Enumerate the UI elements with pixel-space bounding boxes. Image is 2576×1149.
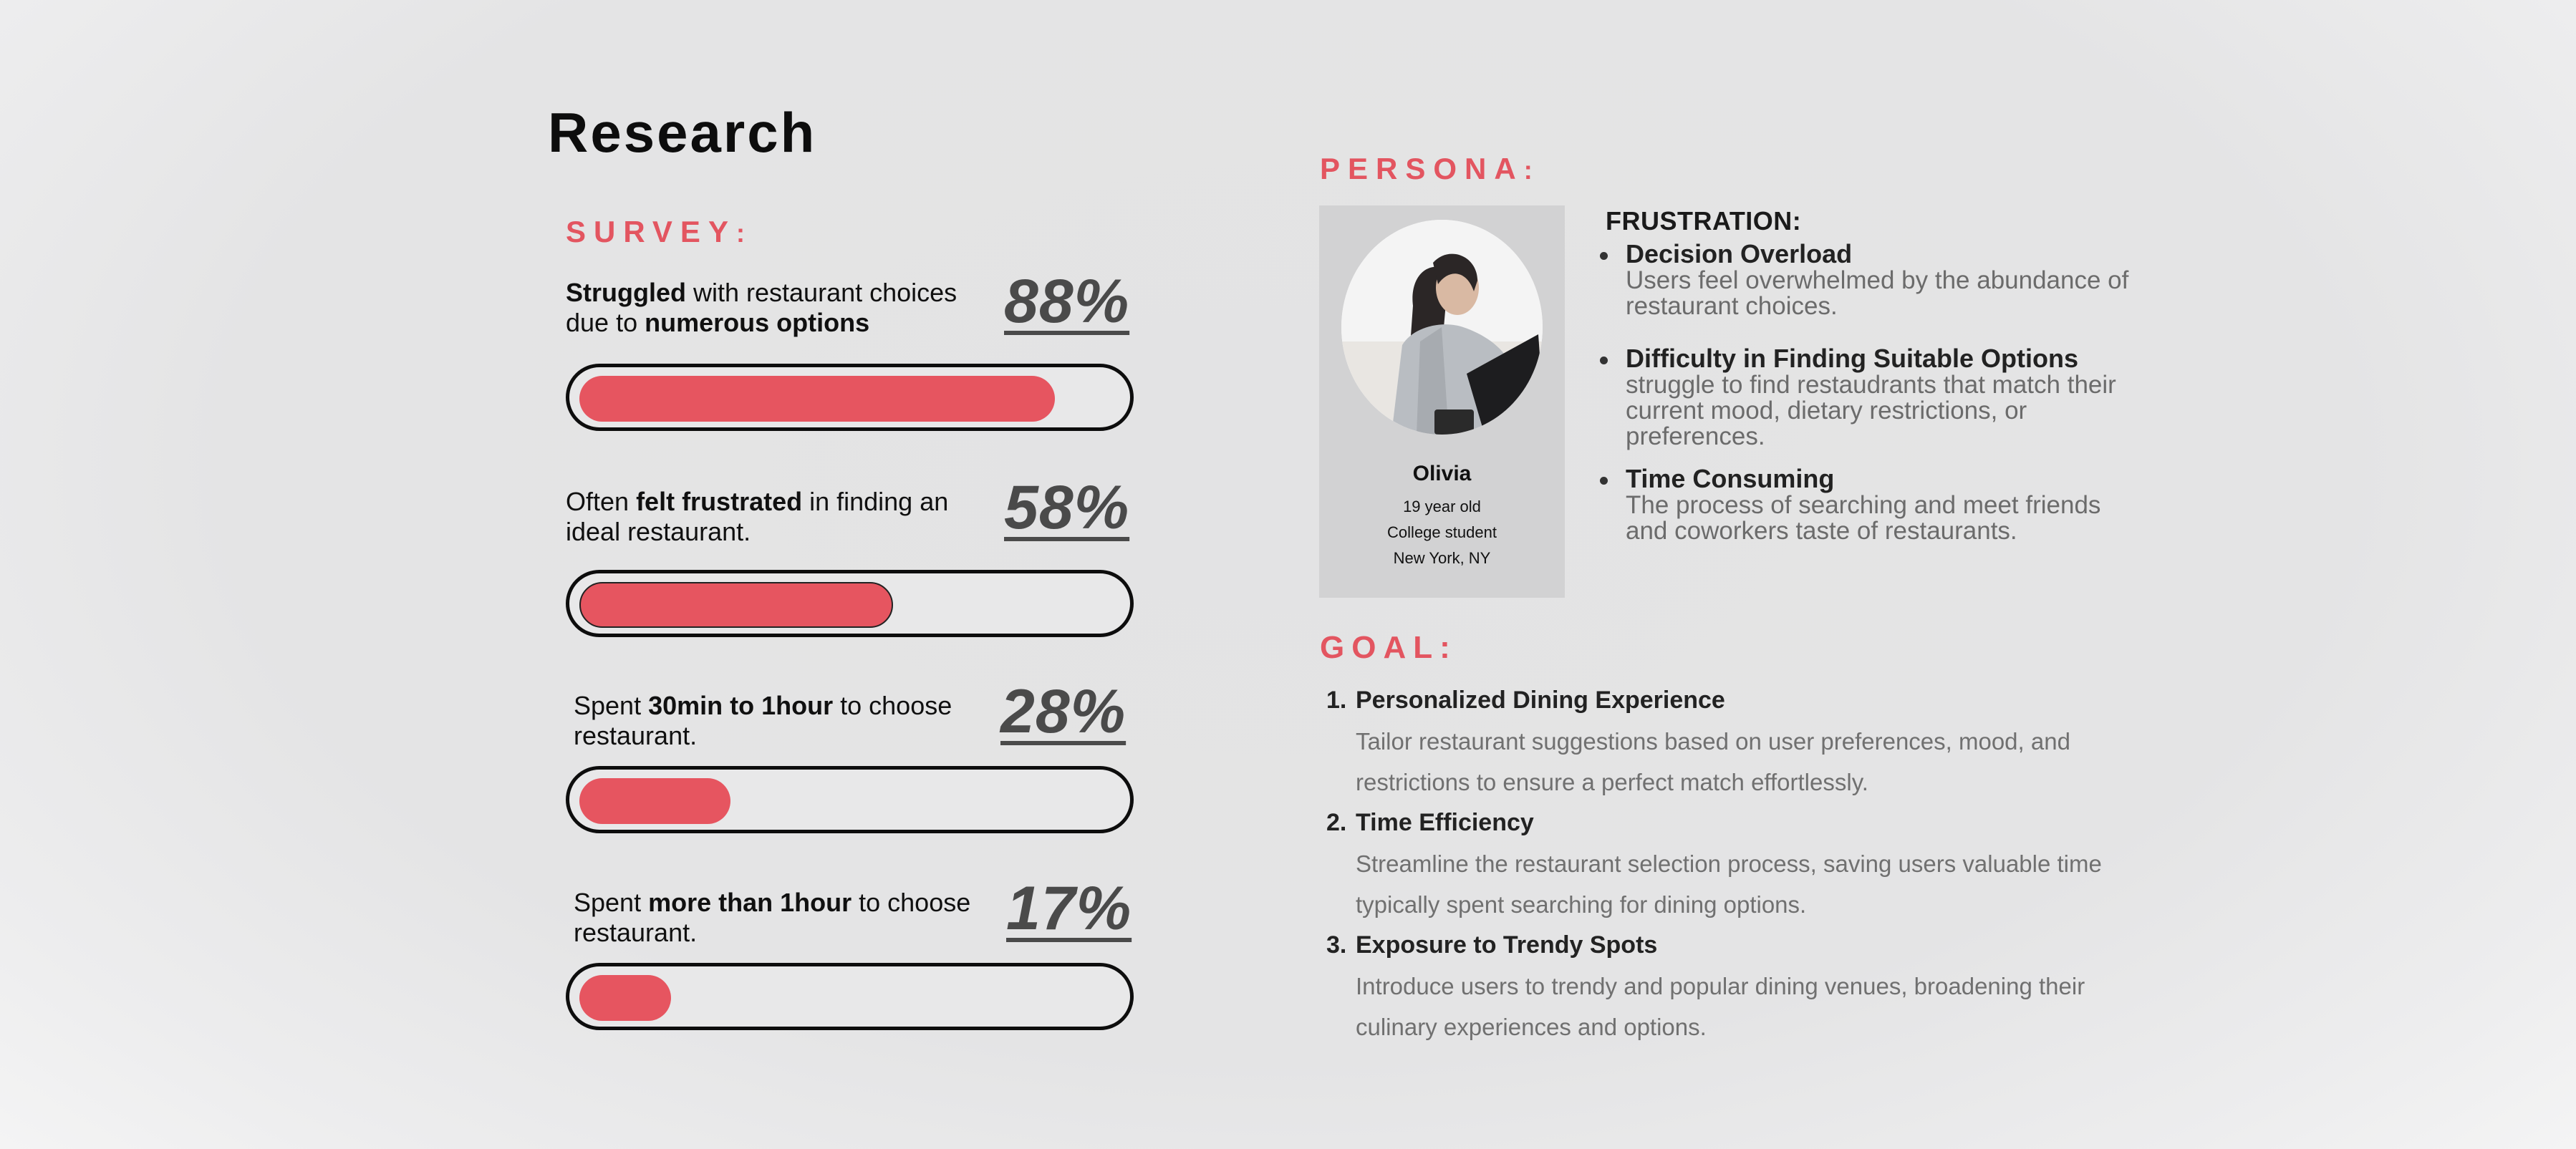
page-title: Research	[548, 101, 817, 164]
goal-item-description: Introduce users to trendy and popular di…	[1356, 973, 2085, 1040]
frustration-item-title: Time Consuming	[1626, 464, 1835, 493]
goal-item-number: 3.	[1326, 931, 1347, 959]
frustration-item-title: Decision Overload	[1626, 239, 1853, 268]
survey-question-3-part: 30min to 1hour	[648, 691, 834, 720]
persona-heading-colon: :	[1523, 155, 1535, 185]
persona-card: Olivia 19 year old College student New Y…	[1319, 205, 1565, 598]
frustration-item-description: struggle to find restaudrants that match…	[1626, 371, 2116, 450]
survey-question-4-part: Spent	[574, 888, 649, 917]
frustration-list: Decision Overload Users feel overwhelmed …	[1598, 241, 2143, 573]
goal-item-description: Streamline the restaurant selection proc…	[1356, 850, 2102, 918]
survey-progress-fill-1	[579, 376, 1055, 422]
bullet-icon	[1600, 252, 1608, 260]
goal-item: 2. Time Efficiency Streamline the restaura…	[1325, 803, 2127, 925]
goal-item: 3. Exposure to Trendy Spots Introduce user…	[1325, 925, 2127, 1047]
frustration-heading: FRUSTRATION:	[1606, 206, 1802, 236]
persona-location: New York, NY	[1393, 549, 1491, 567]
survey-percent-3: 28%	[1000, 677, 1127, 746]
survey-progress-track-1	[566, 364, 1134, 431]
survey-question-3: Spent 30min to 1hour to choose restauran…	[574, 691, 989, 751]
bullet-icon	[1600, 357, 1608, 364]
goal-item: 1. Personalized Dining Experience Tailor r…	[1325, 680, 2127, 803]
survey-progress-track-4	[566, 963, 1134, 1030]
goal-item-number: 2.	[1326, 809, 1347, 836]
survey-question-4: Spent more than 1hour to choose restaura…	[574, 888, 989, 948]
survey-percent-2: 58%	[1004, 473, 1130, 542]
frustration-item: Time Consuming The process of searching a…	[1598, 465, 2143, 544]
survey-question-4-part: to choose restaurant.	[574, 888, 971, 947]
frustration-item-title: Difficulty in Finding Suitable Options	[1626, 344, 2078, 373]
goal-list: 1. Personalized Dining Experience Tailor r…	[1325, 680, 2127, 1047]
goal-item-description: Tailor restaurant suggestions based on u…	[1356, 728, 2070, 795]
persona-heading-text: PERSONA	[1320, 152, 1524, 185]
survey-heading: SURVEY:	[566, 215, 748, 249]
survey-question-4-part: more than 1hour	[648, 888, 852, 917]
survey-heading-colon: :	[735, 218, 748, 248]
survey-question-1-part: Struggled	[566, 278, 686, 307]
goal-heading: GOAL:	[1320, 630, 1457, 665]
survey-progress-fill-3	[579, 778, 730, 824]
survey-question-2-part: felt frustrated	[636, 487, 803, 516]
survey-question-2-part: Often	[566, 487, 637, 516]
goal-item-title: Personalized Dining Experience	[1356, 687, 1725, 714]
survey-question-3-part: to choose restaurant.	[574, 691, 952, 750]
survey-progress-fill-4	[579, 975, 671, 1021]
persona-heading: PERSONA:	[1320, 152, 1535, 186]
survey-question-2-part: in finding an ideal restaurant.	[566, 487, 949, 546]
goal-item-number: 1.	[1326, 687, 1347, 714]
survey-progress-track-2	[566, 570, 1134, 637]
survey-progress-track-3	[566, 766, 1134, 833]
persona-occupation: College student	[1387, 523, 1497, 541]
survey-percent-1: 88%	[1004, 267, 1130, 336]
frustration-item-description: The process of searching and meet friend…	[1626, 491, 2101, 545]
persona-age: 19 year old	[1403, 498, 1481, 515]
persona-name: Olivia	[1412, 462, 1472, 485]
survey-question-1-part: with restaurant choices due to	[566, 278, 957, 337]
survey-percent-4: 17%	[1006, 874, 1132, 943]
goal-item-title: Exposure to Trendy Spots	[1356, 931, 1658, 959]
survey-question-1: Struggled with restaurant choices due to…	[566, 278, 981, 338]
persona-photo-illustration	[1341, 220, 1543, 435]
frustration-item: Decision Overload Users feel overwhelmed …	[1598, 241, 2143, 319]
survey-question-3-part: Spent	[574, 691, 649, 720]
goal-item-title: Time Efficiency	[1356, 809, 1534, 836]
persona-photo	[1341, 220, 1543, 435]
survey-question-1-part: numerous options	[645, 308, 870, 337]
frustration-item: Difficulty in Finding Suitable Options st…	[1598, 345, 2143, 450]
survey-question-2: Often felt frustrated in finding an idea…	[566, 487, 981, 547]
frustration-item-description: Users feel overwhelmed by the abundance …	[1626, 266, 2129, 320]
survey-heading-text: SURVEY	[566, 215, 736, 248]
survey-progress-fill-2	[579, 582, 893, 628]
bullet-icon	[1600, 477, 1608, 485]
